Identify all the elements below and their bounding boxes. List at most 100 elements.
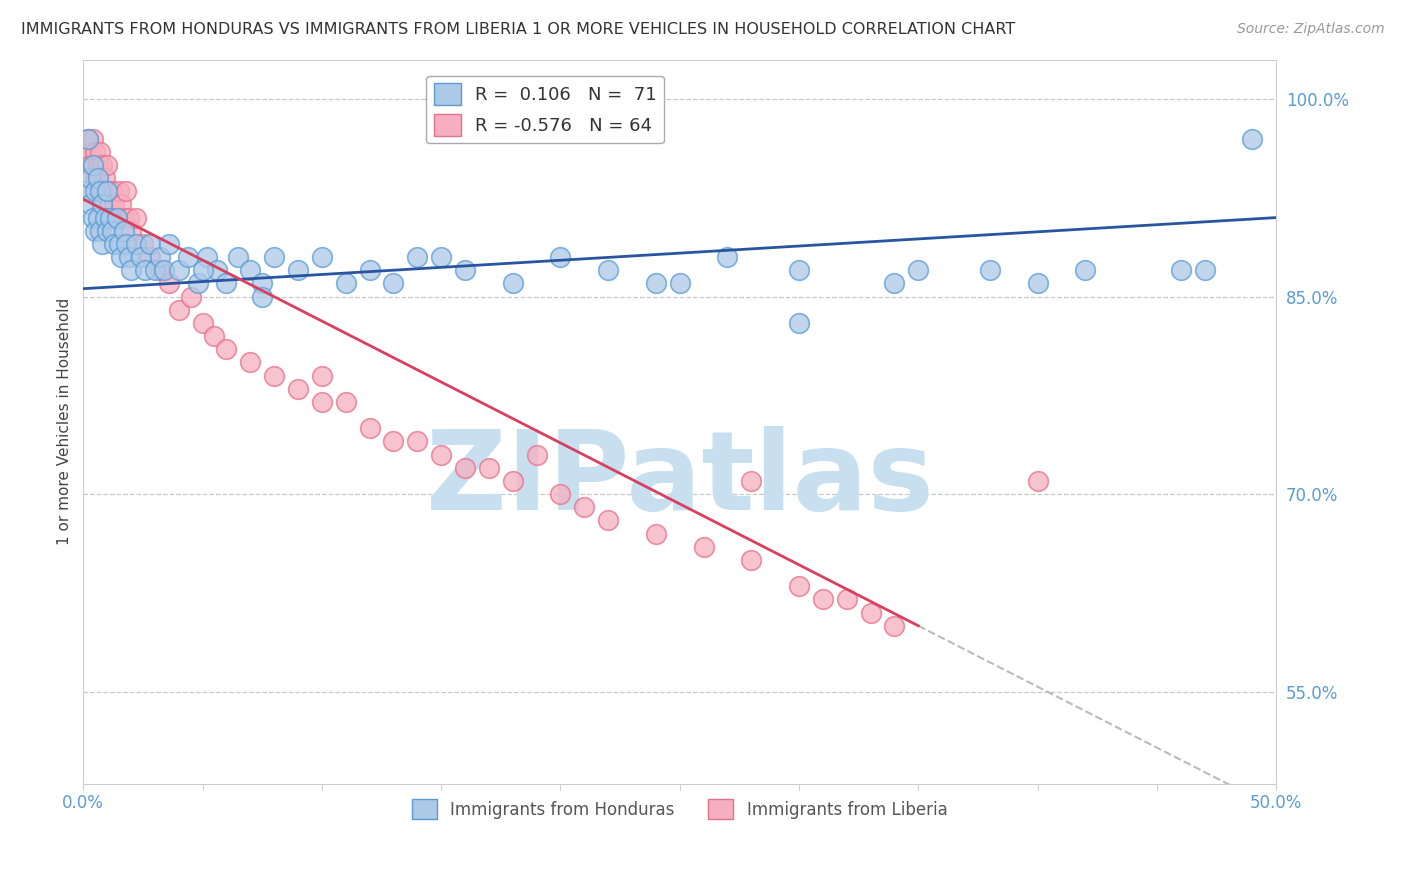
Point <box>94 211 117 225</box>
Point <box>287 263 309 277</box>
Point <box>120 263 142 277</box>
Point <box>110 250 132 264</box>
Point <box>263 368 285 383</box>
Point <box>84 184 107 198</box>
Point <box>335 395 357 409</box>
Point <box>195 250 218 264</box>
Point <box>82 158 104 172</box>
Point <box>907 263 929 277</box>
Point <box>716 250 738 264</box>
Point <box>1194 263 1216 277</box>
Point <box>132 236 155 251</box>
Point <box>430 448 453 462</box>
Point <box>134 263 156 277</box>
Point <box>883 277 905 291</box>
Point <box>75 145 97 159</box>
Point <box>96 184 118 198</box>
Text: IMMIGRANTS FROM HONDURAS VS IMMIGRANTS FROM LIBERIA 1 OR MORE VEHICLES IN HOUSEH: IMMIGRANTS FROM HONDURAS VS IMMIGRANTS F… <box>21 22 1015 37</box>
Point <box>96 224 118 238</box>
Point <box>644 277 666 291</box>
Point <box>75 184 97 198</box>
Point <box>598 263 620 277</box>
Point <box>84 145 107 159</box>
Point <box>191 263 214 277</box>
Point <box>94 171 117 186</box>
Point <box>112 224 135 238</box>
Point <box>157 236 180 251</box>
Text: Source: ZipAtlas.com: Source: ZipAtlas.com <box>1237 22 1385 37</box>
Point <box>287 382 309 396</box>
Point <box>239 355 262 369</box>
Point <box>139 250 162 264</box>
Point <box>82 131 104 145</box>
Point <box>250 277 273 291</box>
Point <box>228 250 250 264</box>
Point <box>89 184 111 198</box>
Point <box>1026 277 1049 291</box>
Point <box>108 184 131 198</box>
Point <box>478 460 501 475</box>
Point <box>502 474 524 488</box>
Point <box>120 224 142 238</box>
Point <box>139 236 162 251</box>
Point <box>110 197 132 211</box>
Point <box>98 197 121 211</box>
Point <box>115 184 138 198</box>
Point <box>382 434 405 449</box>
Point <box>406 434 429 449</box>
Point <box>108 236 131 251</box>
Point <box>191 316 214 330</box>
Point <box>143 263 166 277</box>
Point <box>125 236 148 251</box>
Point <box>101 224 124 238</box>
Point <box>82 211 104 225</box>
Point <box>205 263 228 277</box>
Point <box>125 211 148 225</box>
Point <box>787 579 810 593</box>
Point <box>740 553 762 567</box>
Point <box>91 236 114 251</box>
Point <box>239 263 262 277</box>
Point <box>117 250 139 264</box>
Point <box>149 250 172 264</box>
Point <box>811 592 834 607</box>
Point <box>215 343 238 357</box>
Point <box>502 277 524 291</box>
Point <box>1026 474 1049 488</box>
Legend: Immigrants from Honduras, Immigrants from Liberia: Immigrants from Honduras, Immigrants fro… <box>405 792 953 826</box>
Point <box>382 277 405 291</box>
Point <box>129 250 152 264</box>
Point <box>89 184 111 198</box>
Point <box>115 236 138 251</box>
Point <box>101 184 124 198</box>
Point <box>454 460 477 475</box>
Point <box>86 171 108 186</box>
Point <box>550 250 572 264</box>
Point <box>311 368 333 383</box>
Point <box>79 197 101 211</box>
Point <box>1241 131 1264 145</box>
Point <box>89 224 111 238</box>
Point <box>84 171 107 186</box>
Y-axis label: 1 or more Vehicles in Household: 1 or more Vehicles in Household <box>58 298 72 545</box>
Point <box>96 184 118 198</box>
Point <box>117 211 139 225</box>
Point <box>598 513 620 527</box>
Point <box>177 250 200 264</box>
Point <box>86 171 108 186</box>
Point <box>79 158 101 172</box>
Point <box>82 158 104 172</box>
Point <box>149 263 172 277</box>
Point <box>430 250 453 264</box>
Point <box>215 277 238 291</box>
Point <box>103 236 125 251</box>
Point <box>77 131 100 145</box>
Point <box>157 277 180 291</box>
Point <box>359 263 381 277</box>
Point <box>91 158 114 172</box>
Point <box>180 289 202 303</box>
Point <box>250 289 273 303</box>
Point <box>406 250 429 264</box>
Point <box>103 197 125 211</box>
Point <box>153 263 176 277</box>
